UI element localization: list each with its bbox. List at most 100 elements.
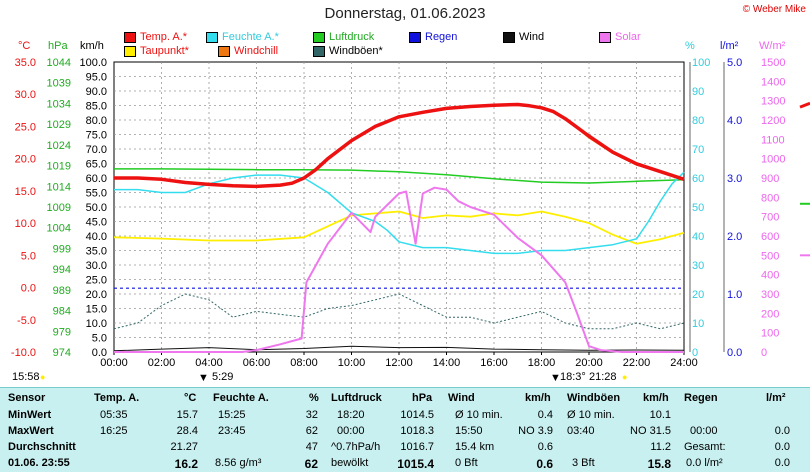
pressure-unit-label: hPa [48,40,68,52]
humidity-axis-tick-label: 0 [692,347,698,359]
humidity-unit-label: % [685,40,695,52]
wind-axis-tick-label: 10.0 [86,318,107,330]
legend-temp[interactable]: Temp. A.* [124,31,187,43]
cell-rain-time: 00:00 [690,425,718,437]
cell-rain-time: 0.0 l/m² [686,457,723,469]
legend-rain[interactable]: Regen [409,31,457,43]
legend-label: Regen [425,31,458,43]
header-temp-unit: °C [184,392,197,404]
temp-axis-tick-label: -5.0 [17,315,36,327]
legend-label: Wind [519,31,545,43]
cell-wind-time: 15.4 km [455,441,495,453]
solar-axis-tick-label: 700 [761,212,779,224]
rain-axis-tick-label: 5.0 [727,57,742,69]
x-tick-label: 08:00 [290,357,318,369]
cell-temp-time: 16:25 [100,425,128,437]
humidity-axis-tick-label: 90 [692,86,704,98]
cell-wind-time: Ø 10 min. [455,409,503,421]
humidity-axis-tick-label: 70 [692,144,704,156]
cell-wind-time: 15:50 [455,425,483,437]
legend-swatch [503,31,515,43]
header-humidity: Feuchte A. [213,392,269,404]
legend-humidity[interactable]: Feuchte A.* [206,31,279,43]
pressure-axis-tick-label: 1004 [47,223,71,235]
wind-unit-label: km/h [80,40,104,52]
solar-axis-tick-label: 200 [761,308,779,320]
solar-axis-tick-label: 1500 [761,57,785,69]
wind-axis-tick-label: 20.0 [86,289,107,301]
cell-wind: 0.6 [537,441,553,453]
solar-axis-tick-label: 1400 [761,76,785,88]
legend-swatch [206,31,218,43]
wind-axis-tick-label: 80.0 [86,115,107,127]
legend-swatch [124,31,136,43]
wind-axis-tick-label: 25.0 [86,275,107,287]
pressure-axis-tick-label: 1029 [47,119,71,131]
pressure-axis-tick-label: 974 [53,347,71,359]
rain-axis-tick-label: 3.0 [727,173,742,185]
wind-axis-tick-label: 85.0 [86,101,107,113]
legend-label: Temp. A.* [140,31,188,43]
copyright-link[interactable]: © Weber Mike [742,4,806,15]
legend-windchill[interactable]: Windchill [218,45,278,57]
statistics-table: Sensor Temp. A. °C Feuchte A. % Luftdruc… [0,387,810,472]
wind-axis-tick-label: 55.0 [86,188,107,200]
humidity-axis-tick-label: 100 [692,57,710,69]
cell-temp-time: 05:35 [100,409,128,421]
cell-temp: 28.4 [176,425,198,437]
humidity-axis-tick-label: 50 [692,202,704,214]
rain-axis-tick-label: 0.0 [727,347,742,359]
rain-axis-tick-label: 1.0 [727,289,742,301]
legend-gusts[interactable]: Windböen* [313,45,383,57]
pressure-axis-tick-label: 1034 [47,98,71,110]
x-tick-label: 20:00 [575,357,603,369]
cell-wind: NO 3.9 [518,425,553,437]
wind-axis-tick-label: 95.0 [86,72,107,84]
solar-axis-tick-label: 800 [761,192,779,204]
cell-rain: 0.0 [774,441,790,453]
pressure-axis-tick-label: 1044 [47,57,71,69]
series-line-solar [114,186,684,353]
cell-hum-time: 15:25 [218,409,246,421]
legend-pressure[interactable]: Luftdruck [313,31,374,43]
offscreen-temp-indicator [799,101,810,109]
wind-axis-tick-label: 35.0 [86,246,107,258]
series-line-taupunkt [113,210,685,245]
wind-axis-tick-label: 40.0 [86,231,107,243]
cell-press-time: bewölkt [331,457,369,469]
rain-axis-tick-label: 2.0 [727,231,742,243]
legend-label: Solar [615,31,641,43]
cell-rain: 0.0 [774,425,790,437]
wind-axis-tick-label: 15.0 [86,304,107,316]
temp-axis-tick-label: 10.0 [15,218,36,230]
cell-gust-time: Ø 10 min. [567,409,615,421]
series-line-luftdruck [114,168,685,184]
x-tick-label: 14:00 [433,357,461,369]
pressure-axis-tick-label: 1024 [47,140,71,152]
series-line-windben [113,293,685,330]
pressure-axis-tick-label: 984 [53,306,71,318]
legend-swatch [409,31,421,43]
cell-gust: 15.8 [647,457,671,471]
header-wind-unit: km/h [525,392,551,404]
pressure-axis-tick-label: 1014 [47,181,71,193]
legend-label: Feuchte A.* [222,31,279,43]
legend-wind[interactable]: Wind [503,31,544,43]
solar-unit-label: W/m² [759,40,786,52]
cell-press-time: ^0.7hPa/h [331,441,381,453]
cell-temp: 15.7 [176,409,198,421]
pressure-axis-tick-label: 999 [53,243,71,255]
row-label: MaxWert [8,425,54,437]
cell-wind: 0.6 [536,457,553,471]
rain-axis-tick-label: 4.0 [727,115,742,127]
header-humidity-unit: % [309,392,319,404]
wind-axis-tick-label: 100.0 [79,57,107,69]
x-tick-label: 22:00 [623,357,651,369]
legend-label: Windböen* [329,45,383,57]
legend-solar[interactable]: Solar [599,31,641,43]
pressure-axis-tick-label: 1039 [47,78,71,90]
temp-axis-tick-label: 0.0 [21,283,36,295]
header-rain-unit: l/m² [766,392,786,404]
cell-press-time: 00:00 [337,425,365,437]
legend-dewpoint[interactable]: Taupunkt* [124,45,189,57]
